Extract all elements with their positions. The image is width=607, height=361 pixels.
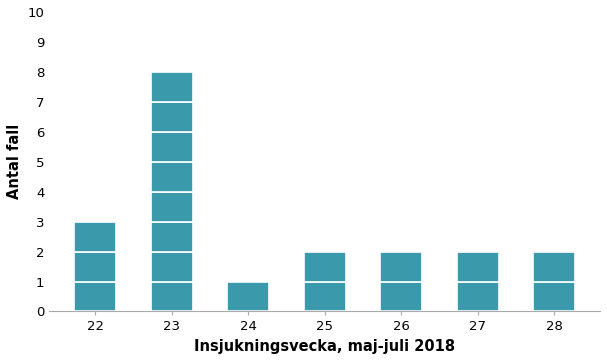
- Bar: [304, 252, 345, 282]
- Bar: [151, 192, 192, 222]
- Bar: [304, 282, 345, 312]
- Bar: [151, 102, 192, 132]
- Bar: [74, 222, 116, 252]
- Bar: [380, 252, 422, 282]
- Bar: [533, 252, 575, 282]
- Bar: [533, 282, 575, 312]
- Bar: [74, 282, 116, 312]
- Bar: [151, 72, 192, 102]
- Bar: [151, 162, 192, 192]
- Bar: [151, 132, 192, 162]
- Bar: [151, 252, 192, 282]
- Bar: [151, 222, 192, 252]
- Bar: [151, 282, 192, 312]
- X-axis label: Insjukningsvecka, maj-juli 2018: Insjukningsvecka, maj-juli 2018: [194, 339, 455, 354]
- Y-axis label: Antal fall: Antal fall: [7, 124, 22, 199]
- Bar: [227, 282, 269, 312]
- Bar: [380, 282, 422, 312]
- Bar: [74, 252, 116, 282]
- Bar: [456, 282, 499, 312]
- Bar: [456, 252, 499, 282]
